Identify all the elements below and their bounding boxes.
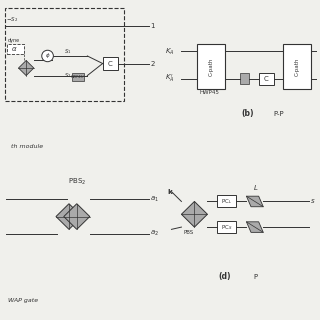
Text: P: P <box>253 274 258 280</box>
FancyBboxPatch shape <box>259 73 274 84</box>
Text: PBS$_2$: PBS$_2$ <box>68 177 86 187</box>
FancyBboxPatch shape <box>103 58 118 69</box>
Text: $S_1$: $S_1$ <box>64 47 72 56</box>
FancyBboxPatch shape <box>217 196 236 207</box>
Text: PBS: PBS <box>184 230 194 235</box>
FancyBboxPatch shape <box>217 221 236 233</box>
Text: HWP45°: HWP45° <box>71 75 85 79</box>
Text: C: C <box>264 76 269 82</box>
Text: 2: 2 <box>150 60 155 67</box>
Polygon shape <box>56 204 82 229</box>
Text: PC$_S$: PC$_S$ <box>221 223 232 232</box>
Text: $K_A$: $K_A$ <box>165 46 175 57</box>
Text: P-P: P-P <box>273 111 284 117</box>
Text: PC$_L$: PC$_L$ <box>221 197 232 206</box>
Text: $S_2$: $S_2$ <box>64 71 72 80</box>
Text: HWP45: HWP45 <box>200 90 220 95</box>
Text: (b): (b) <box>242 109 254 118</box>
Polygon shape <box>64 204 90 229</box>
Text: $a_2$: $a_2$ <box>150 229 159 238</box>
Text: C-path: C-path <box>294 57 300 76</box>
Text: $\phi$: $\phi$ <box>45 52 50 60</box>
Text: $-S_2$: $-S_2$ <box>6 15 19 24</box>
Text: k: k <box>167 189 172 195</box>
FancyBboxPatch shape <box>72 73 84 81</box>
Text: C: C <box>108 60 113 67</box>
Text: WAP gate: WAP gate <box>8 298 38 303</box>
Text: dyne: dyne <box>8 38 20 44</box>
Text: C-path: C-path <box>209 57 214 76</box>
Text: $\alpha$: $\alpha$ <box>11 45 17 53</box>
Text: $K_A'$: $K_A'$ <box>165 73 175 84</box>
Polygon shape <box>19 60 34 76</box>
Text: $a_1$: $a_1$ <box>150 195 159 204</box>
Circle shape <box>42 50 53 62</box>
Polygon shape <box>181 202 207 227</box>
Text: (d): (d) <box>219 272 231 281</box>
FancyBboxPatch shape <box>7 44 24 54</box>
Text: s: s <box>311 198 314 204</box>
Text: th module: th module <box>11 144 43 149</box>
FancyBboxPatch shape <box>283 44 311 89</box>
Polygon shape <box>246 196 263 207</box>
Polygon shape <box>246 222 263 232</box>
Text: L: L <box>254 185 258 191</box>
FancyBboxPatch shape <box>240 73 250 84</box>
Text: 1: 1 <box>150 23 155 29</box>
FancyBboxPatch shape <box>197 44 225 89</box>
